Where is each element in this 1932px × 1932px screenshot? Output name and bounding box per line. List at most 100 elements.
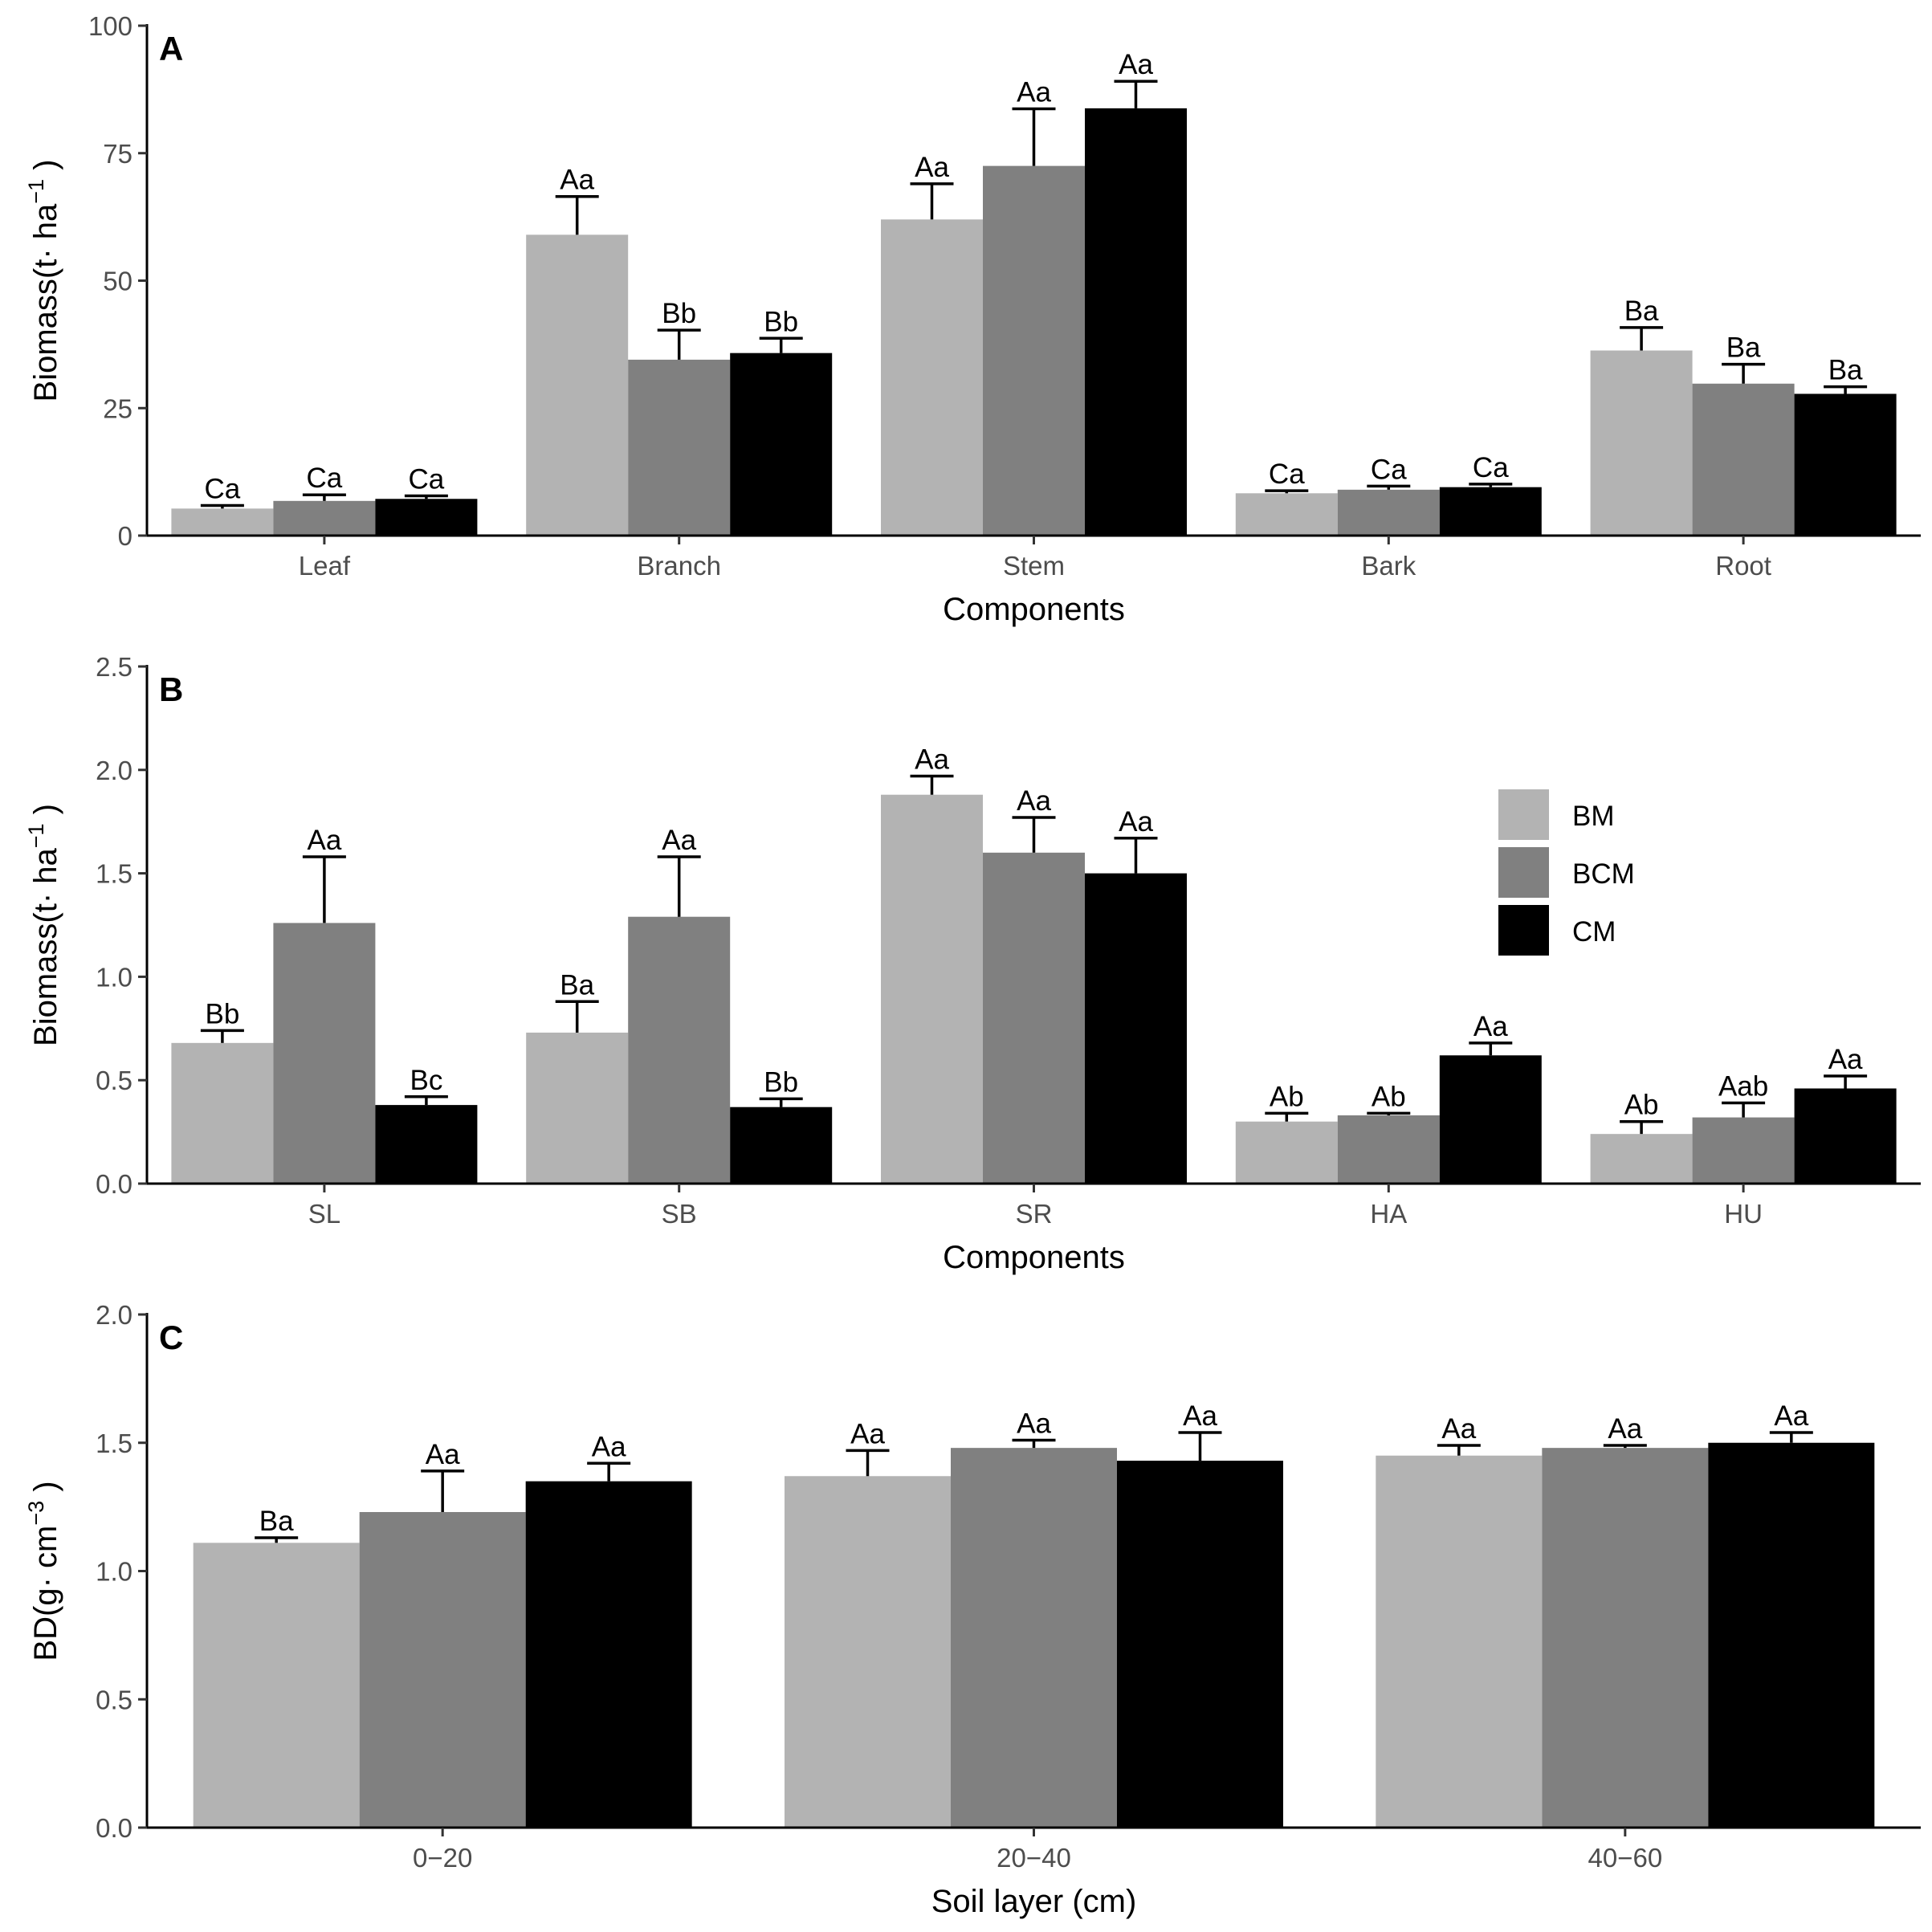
significance-label: Aa xyxy=(850,1418,885,1449)
bar-cm-0 xyxy=(375,499,478,536)
panel-letter: C xyxy=(159,1319,183,1356)
x-tick-label: SR xyxy=(1016,1199,1053,1229)
panel-a: Ca Aa Aa Ca Ba Ca Bb Aa Ca Ba Ca Bb Aa Ca Ba 0 25 50 75 100… xyxy=(24,11,1921,627)
significance-label: Ca xyxy=(307,463,343,494)
bar-cm-0 xyxy=(375,1105,478,1184)
legend-swatch-bcm xyxy=(1498,847,1549,898)
series-bm: Ca Aa Aa Ca Ba xyxy=(171,152,1693,536)
bar-bm-3 xyxy=(1235,493,1338,536)
y-axis-title: Biomass(t· ha−1 ) xyxy=(24,160,63,402)
series-cm: Ca Bb Aa Ca Ba xyxy=(375,49,1897,536)
significance-label: Aa xyxy=(915,744,949,776)
bar-bcm-4 xyxy=(1692,383,1795,536)
y-tick-label: 0.0 xyxy=(96,1169,132,1199)
significance-label: Bb xyxy=(764,306,798,337)
significance-label: Ba xyxy=(1726,332,1761,364)
x-tick-label: 0−20 xyxy=(413,1843,472,1873)
bar-bcm-1 xyxy=(951,1448,1117,1828)
significance-label: Aa xyxy=(426,1439,460,1470)
significance-label: Aa xyxy=(662,825,696,856)
significance-label: Aa xyxy=(1828,1044,1863,1075)
x-tick-label: HU xyxy=(1724,1199,1763,1229)
bar-cm-4 xyxy=(1794,393,1897,536)
significance-label: Aa xyxy=(307,825,341,856)
bar-cm-1 xyxy=(730,353,833,536)
x-tick-label: Branch xyxy=(637,551,721,581)
y-tick-label: 0.5 xyxy=(96,1066,132,1095)
x-axis-title: Components xyxy=(943,592,1125,627)
significance-label: Bb xyxy=(205,998,239,1029)
y-tick-label: 50 xyxy=(103,267,132,296)
bar-bcm-0 xyxy=(273,500,376,536)
significance-label: Bb xyxy=(764,1066,798,1098)
x-tick-label: HA xyxy=(1370,1199,1407,1229)
legend: BM BCM CM xyxy=(1498,789,1635,956)
bar-bcm-2 xyxy=(983,852,1085,1184)
x-tick-label: 20−40 xyxy=(997,1843,1071,1873)
significance-label: Bc xyxy=(410,1065,442,1096)
bar-bm-4 xyxy=(1590,1134,1693,1184)
panel-letter: B xyxy=(159,670,183,708)
bar-bm-2 xyxy=(1376,1455,1543,1828)
panel-c: Ba Aa Aa Aa Aa Aa Aa Aa Aa 0.0 0.5 1.0 1.5 2.0 0−20 20−… xyxy=(24,1300,1921,1919)
x-tick-label: Root xyxy=(1715,551,1771,581)
significance-label: Ca xyxy=(1269,459,1305,490)
series-bcm: Ca Bb Aa Ca Ba xyxy=(273,77,1795,536)
significance-label: Ab xyxy=(1270,1081,1304,1112)
x-tick-label: SB xyxy=(662,1199,697,1229)
bar-cm-2 xyxy=(1085,108,1187,536)
significance-label: Aa xyxy=(1774,1400,1808,1432)
bar-cm-0 xyxy=(525,1481,692,1828)
bar-bcm-2 xyxy=(983,165,1085,536)
y-tick-label: 0.0 xyxy=(96,1813,132,1843)
y-axis-title: Biomass(t· ha−1 ) xyxy=(24,804,63,1046)
legend-label-bcm: BCM xyxy=(1572,858,1635,890)
legend-swatch-bm xyxy=(1498,789,1549,840)
series-bcm: Aa Aa Aa Ab Aab xyxy=(273,785,1795,1184)
significance-label: Aa xyxy=(560,165,594,196)
significance-label: Aa xyxy=(1119,49,1153,80)
bar-bcm-3 xyxy=(1337,489,1440,536)
significance-label: Aa xyxy=(1608,1413,1642,1445)
panel-letter: A xyxy=(159,30,183,67)
bar-bm-4 xyxy=(1590,350,1693,536)
bar-cm-2 xyxy=(1708,1442,1875,1828)
series-cm: Bc Bb Aa Aa Aa xyxy=(375,806,1897,1184)
significance-label: Ba xyxy=(1624,296,1659,327)
y-tick-label: 2.0 xyxy=(96,1300,132,1330)
bar-bm-0 xyxy=(171,1042,274,1184)
bar-cm-2 xyxy=(1085,873,1187,1184)
significance-label: Aa xyxy=(1441,1413,1476,1445)
significance-label: Bb xyxy=(662,298,696,329)
bar-bcm-1 xyxy=(628,359,731,536)
bar-bcm-1 xyxy=(628,916,731,1184)
y-tick-label: 0 xyxy=(118,521,132,551)
x-tick-label: Leaf xyxy=(299,551,351,581)
significance-label: Aa xyxy=(1119,806,1153,838)
y-tick-label: 2.5 xyxy=(96,652,132,682)
x-tick-label: Stem xyxy=(1003,551,1065,581)
series-bm: Ba Aa Aa xyxy=(193,1413,1543,1828)
bar-bm-2 xyxy=(881,219,983,536)
significance-label: Aa xyxy=(1017,77,1051,108)
significance-label: Ca xyxy=(1371,454,1407,485)
y-tick-label: 0.5 xyxy=(96,1685,132,1714)
bar-bcm-0 xyxy=(273,923,376,1184)
x-axis-title: Soil layer (cm) xyxy=(931,1884,1137,1919)
legend-label-cm: CM xyxy=(1572,916,1616,948)
bar-bm-1 xyxy=(785,1476,951,1828)
bar-bcm-0 xyxy=(359,1512,526,1828)
significance-label: Ba xyxy=(259,1506,294,1537)
bar-cm-3 xyxy=(1439,1055,1542,1184)
y-tick-label: 1.5 xyxy=(96,1429,132,1458)
significance-label: Ba xyxy=(1828,355,1863,386)
bar-bm-0 xyxy=(193,1543,360,1828)
legend-label-bm: BM xyxy=(1572,801,1615,832)
significance-label: Ba xyxy=(560,969,594,1001)
bar-bm-3 xyxy=(1235,1121,1338,1184)
y-tick-label: 100 xyxy=(88,11,132,41)
bar-bm-1 xyxy=(526,1032,629,1184)
significance-label: Ab xyxy=(1624,1090,1659,1121)
significance-label: Aa xyxy=(1017,785,1051,817)
